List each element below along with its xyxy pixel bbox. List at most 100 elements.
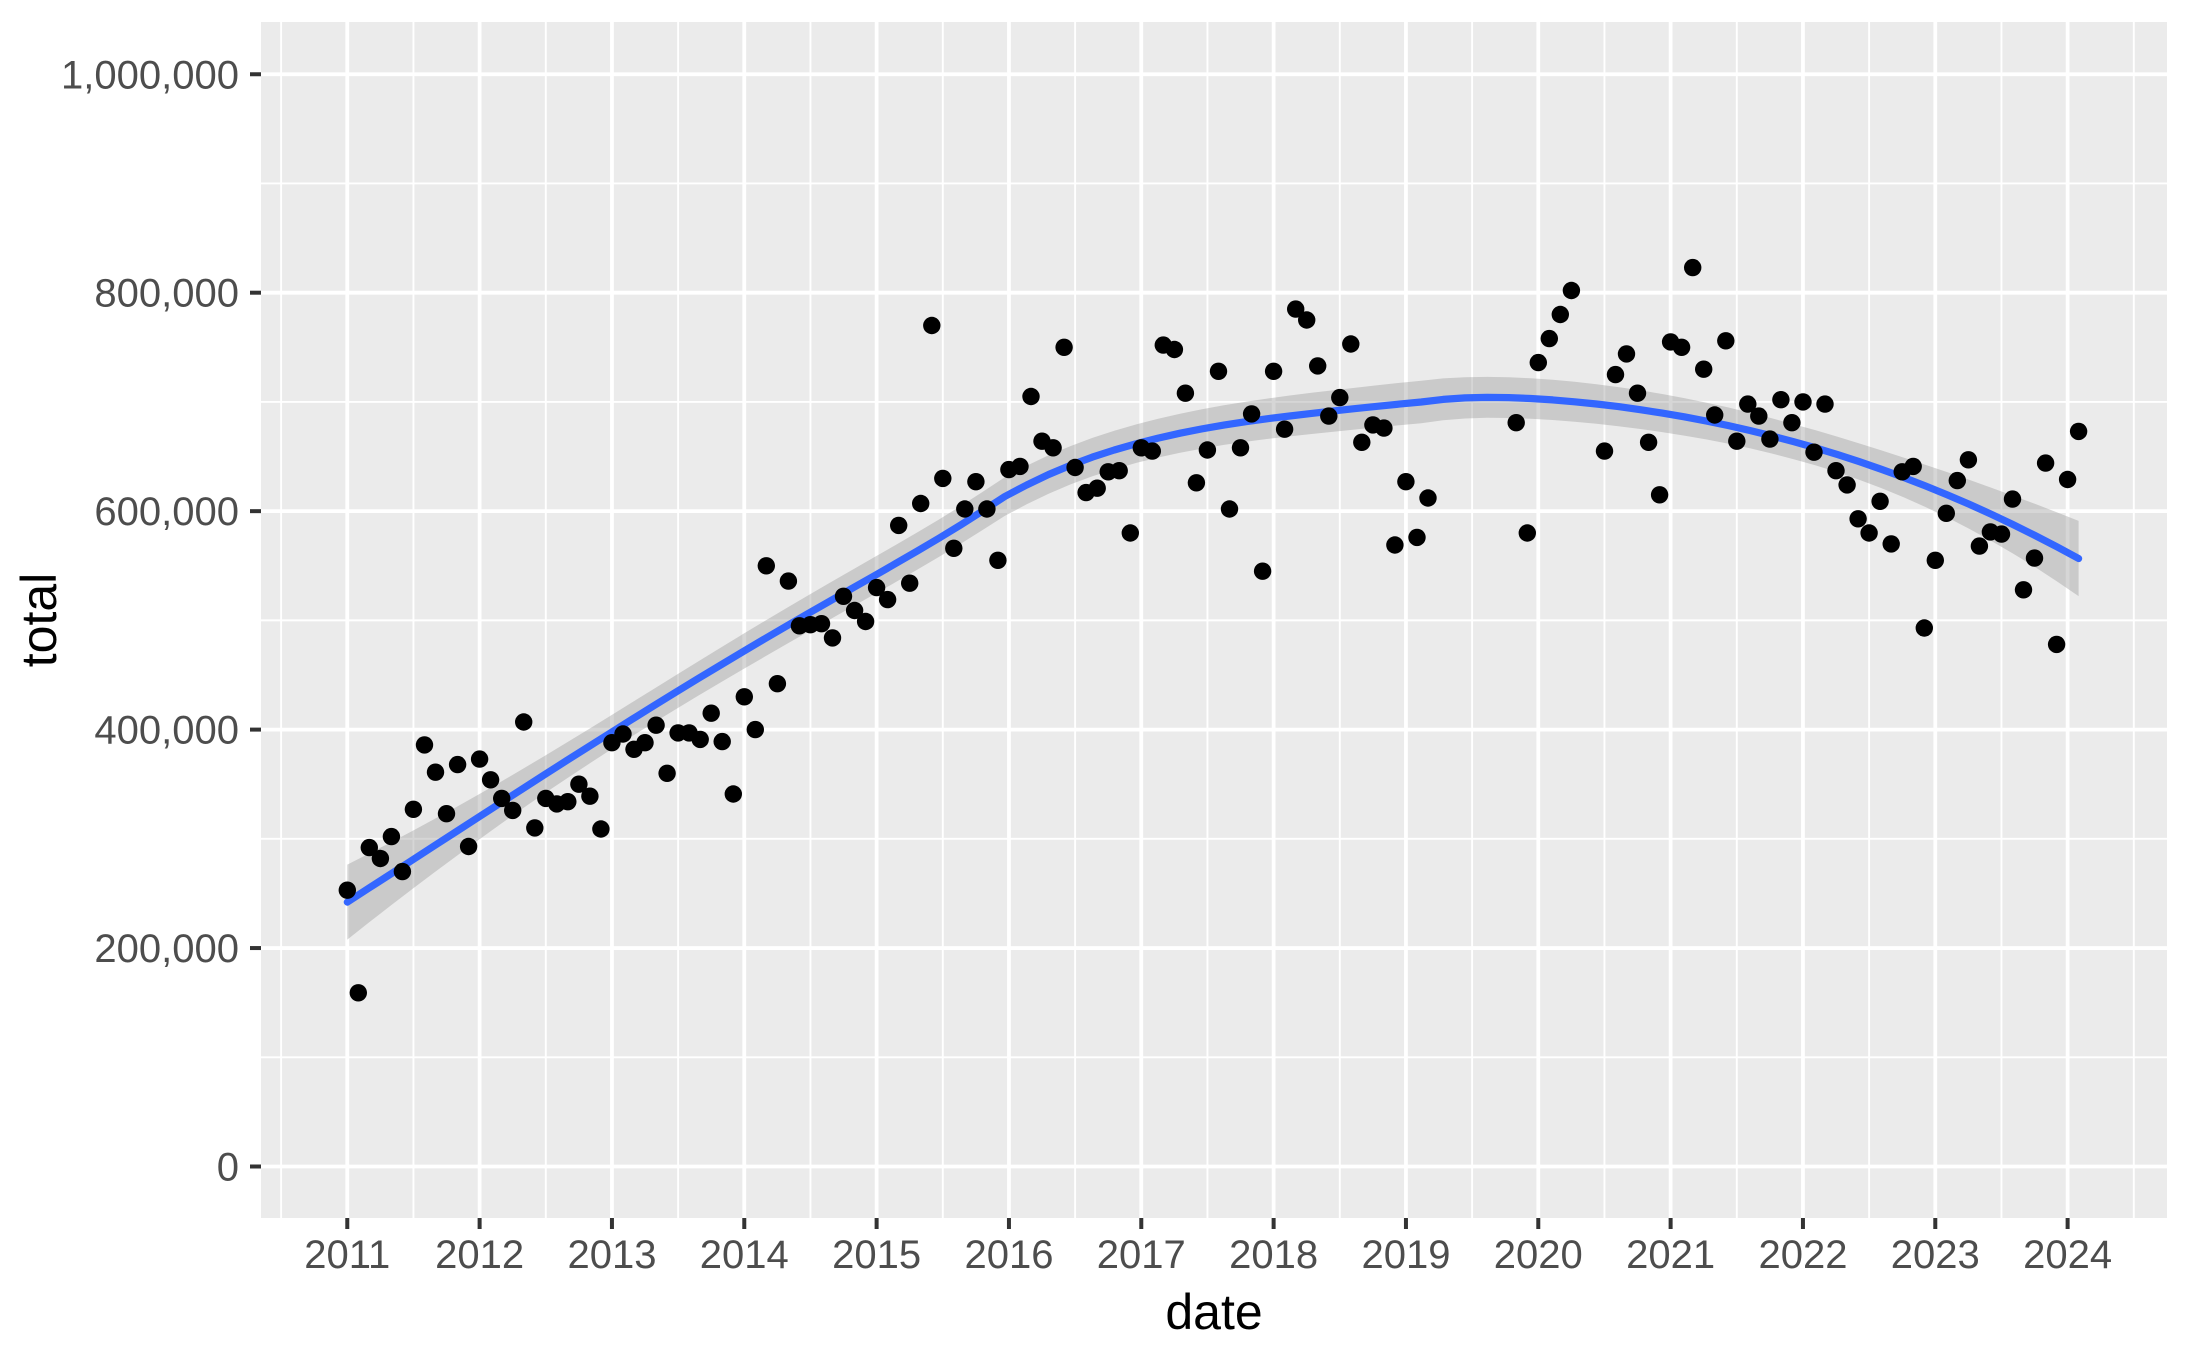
scatter-points (338, 258, 2088, 1002)
data-point (1617, 345, 1636, 363)
data-point (592, 820, 610, 838)
data-point (1992, 525, 2011, 543)
data-point (581, 787, 599, 805)
smooth-line (343, 393, 2083, 906)
y-tick-label: 400,000 (94, 709, 239, 753)
data-point (1915, 619, 1934, 637)
data-point (1761, 430, 1779, 448)
data-point (1606, 365, 1625, 384)
data-point (1871, 492, 1889, 510)
data-point (1562, 281, 1581, 300)
data-point (570, 775, 588, 793)
x-tick-label: 2014 (700, 1233, 789, 1277)
data-point (1695, 360, 1713, 378)
data-point (724, 785, 742, 803)
x-tick-label: 2022 (1758, 1233, 1847, 1277)
data-point (426, 763, 445, 781)
data-point (1044, 439, 1062, 457)
data-point (1926, 551, 1945, 569)
data-point (614, 725, 632, 743)
data-point (1375, 419, 1393, 437)
x-tick-label: 2015 (832, 1233, 921, 1277)
data-point (1628, 384, 1647, 402)
data-point (1639, 433, 1658, 451)
data-point (2069, 422, 2088, 441)
data-point (934, 469, 952, 488)
data-point (515, 713, 533, 731)
data-point (1595, 442, 1614, 460)
data-point (1066, 458, 1084, 477)
geom-layer (338, 258, 2088, 1002)
data-point (481, 771, 500, 789)
data-point (1121, 524, 1140, 542)
data-point (1728, 432, 1746, 450)
data-point (360, 838, 378, 857)
data-point (1220, 500, 1239, 518)
data-point (901, 574, 919, 592)
data-point (1320, 407, 1338, 425)
data-point (1419, 489, 1437, 507)
y-tick-label: 800,000 (94, 272, 239, 316)
x-tick-label: 2023 (1891, 1233, 1980, 1277)
data-point (1739, 395, 1757, 413)
x-tick-label: 2024 (2023, 1233, 2112, 1277)
data-point (1772, 391, 1790, 409)
data-point (2014, 581, 2033, 599)
data-point (702, 704, 720, 722)
data-point (1309, 357, 1327, 375)
data-point (2025, 549, 2044, 567)
data-point (415, 736, 434, 754)
data-point (1717, 332, 1735, 350)
data-point (1386, 536, 1404, 554)
data-point (978, 500, 996, 518)
data-point (1253, 562, 1272, 580)
data-point (2036, 454, 2055, 472)
data-point (967, 473, 985, 491)
data-point (1805, 443, 1823, 461)
plot-panel (261, 22, 2167, 1218)
data-point (1706, 406, 1724, 424)
x-tick-label: 2020 (1494, 1233, 1583, 1277)
data-point (1231, 439, 1250, 457)
data-point (2058, 470, 2077, 489)
data-point (812, 615, 831, 633)
data-point (559, 793, 577, 811)
x-tick-label: 2013 (567, 1233, 656, 1277)
y-tick-label: 0 (217, 1146, 239, 1190)
y-tick-label: 600,000 (94, 490, 239, 534)
data-point (1022, 387, 1040, 406)
data-point (1397, 473, 1415, 491)
data-point (735, 688, 753, 706)
data-point (779, 572, 798, 590)
data-point (393, 862, 412, 881)
data-point (1838, 476, 1856, 494)
data-point (1187, 474, 1206, 492)
data-point (1650, 486, 1669, 504)
data-point (1165, 340, 1184, 359)
data-point (1110, 462, 1128, 480)
data-point (1750, 407, 1768, 425)
data-point (1783, 414, 1801, 432)
data-point (956, 500, 974, 518)
data-point (1507, 414, 1525, 432)
data-point (1529, 353, 1548, 372)
data-point (845, 601, 864, 620)
data-point (1860, 524, 1878, 542)
x-tick-label: 2017 (1097, 1233, 1186, 1277)
data-point (746, 720, 764, 739)
data-point (437, 805, 456, 823)
data-point (526, 819, 544, 837)
data-point (1264, 362, 1283, 380)
data-point (768, 675, 787, 693)
x-tick-label: 2012 (435, 1233, 524, 1277)
data-point (1970, 537, 1989, 555)
data-point (1143, 442, 1162, 460)
data-point (1198, 441, 1217, 459)
x-axis-title: date (1165, 1284, 1262, 1340)
data-point (1904, 457, 1922, 476)
data-point (349, 984, 367, 1002)
data-point (658, 764, 676, 782)
data-point (1408, 528, 1426, 547)
y-tick-label: 1,000,000 (61, 53, 239, 97)
